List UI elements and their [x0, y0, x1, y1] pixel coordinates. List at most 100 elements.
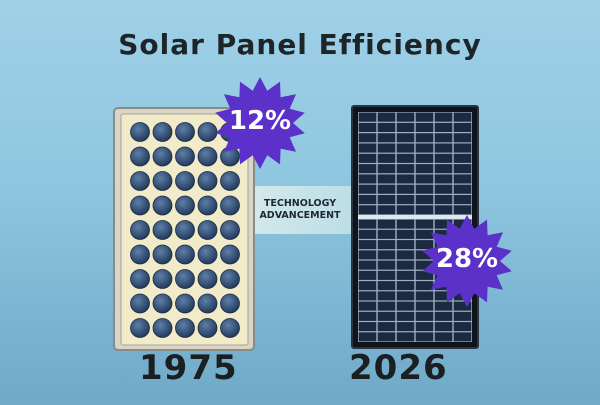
new-panel-cell	[434, 219, 453, 229]
new-panel-cell	[434, 122, 453, 132]
old-panel-cell	[197, 220, 218, 240]
new-panel-cell	[396, 133, 415, 143]
new-panel-cell	[396, 122, 415, 132]
new-panel-cell	[377, 143, 396, 153]
banner-line-1: TECHNOLOGY	[263, 198, 337, 209]
new-panel-cell	[453, 205, 472, 215]
old-panel-cell	[197, 318, 218, 338]
old-panel-cell	[130, 244, 150, 265]
new-panel-cell	[415, 291, 434, 301]
new-panel-cell	[358, 112, 377, 122]
new-panel-cell	[358, 301, 377, 311]
new-panel-cell	[434, 143, 453, 153]
new-panel-cell	[377, 133, 396, 143]
old-panel-cell	[175, 244, 195, 265]
new-panel-cell	[415, 322, 434, 332]
old-panel-cell	[130, 269, 150, 289]
new-panel-cell	[434, 311, 453, 321]
new-panel-cell	[434, 301, 453, 311]
old-panel-cell	[220, 293, 240, 314]
year-label-new: 2026	[349, 348, 448, 388]
new-panel-cell	[415, 229, 434, 239]
new-panel-cell	[396, 322, 415, 332]
new-panel-cell	[415, 122, 434, 132]
new-panel-cell	[358, 291, 377, 301]
new-panel-cell	[434, 133, 453, 143]
old-panel-cell	[220, 220, 240, 240]
new-panel-cell	[415, 133, 434, 143]
new-panel-cell	[453, 311, 472, 321]
old-panel-cell	[130, 220, 150, 240]
new-panel-cell	[377, 112, 396, 122]
old-panel-cell	[130, 122, 150, 142]
new-panel-cell	[453, 195, 472, 205]
new-panel-cell	[358, 143, 377, 153]
old-panel-cell	[220, 318, 240, 338]
old-panel-cell	[152, 122, 173, 142]
old-panel-cell	[220, 171, 240, 191]
new-panel-cell	[358, 322, 377, 332]
old-panel-cell	[130, 318, 150, 338]
old-panel-cell	[130, 195, 150, 216]
old-panel-cell	[175, 293, 195, 314]
new-solar-panel	[351, 105, 479, 349]
old-panel-cell	[152, 146, 173, 167]
new-panel-cell	[434, 205, 453, 215]
old-panel-cell	[197, 195, 218, 216]
new-panel-cell	[358, 184, 377, 194]
new-panel-cell	[358, 260, 377, 270]
new-panel-cell	[377, 260, 396, 270]
old-panel-cells	[130, 122, 240, 338]
new-panel-cell	[358, 164, 377, 174]
new-panel-cell	[377, 240, 396, 250]
new-panel-cell	[396, 174, 415, 184]
old-panel-cell	[152, 195, 173, 216]
new-panel-cell	[415, 260, 434, 270]
efficiency-burst-new	[422, 215, 512, 307]
new-panel-cell	[434, 184, 453, 194]
new-panel-cell	[396, 281, 415, 291]
technology-band	[238, 186, 362, 234]
new-panel-cell	[396, 219, 415, 229]
year-label-old: 1975	[139, 348, 238, 388]
new-panel-cell	[453, 184, 472, 194]
new-panel-cell	[453, 153, 472, 163]
new-panel-cell	[358, 229, 377, 239]
new-panel-cell	[358, 281, 377, 291]
new-panel-cell	[377, 195, 396, 205]
new-panel-cell	[434, 164, 453, 174]
new-panel-cell	[377, 174, 396, 184]
old-panel-cell	[175, 318, 195, 338]
new-panel-cell	[358, 240, 377, 250]
new-panel-cell	[415, 219, 434, 229]
new-panel-cell	[415, 195, 434, 205]
page-title: Solar Panel Efficiency	[118, 28, 482, 61]
old-panel-cell	[152, 269, 173, 289]
new-panel-cell	[377, 281, 396, 291]
new-panel-cell	[377, 322, 396, 332]
new-panel-cell	[396, 195, 415, 205]
new-panel-cell	[358, 270, 377, 280]
technology-advancement-label: TECHNOLOGY ADVANCEMENT	[250, 190, 350, 230]
new-panel-cell	[358, 332, 377, 342]
old-panel-cell	[130, 293, 150, 314]
new-panel-cell	[453, 174, 472, 184]
new-panel-cell	[396, 311, 415, 321]
new-panel-cell	[377, 184, 396, 194]
new-panel-cell	[434, 112, 453, 122]
new-panel-cell	[377, 153, 396, 163]
new-panel-cell	[377, 291, 396, 301]
new-panel-cell	[396, 240, 415, 250]
new-panel-cell	[434, 195, 453, 205]
new-panel-cell	[415, 270, 434, 280]
new-panel-cell	[396, 205, 415, 215]
new-panel-cell	[377, 219, 396, 229]
new-panel-cell	[415, 184, 434, 194]
new-panel-cell	[396, 153, 415, 163]
efficiency-value-old: 12%	[228, 106, 292, 136]
new-panel-cell	[396, 184, 415, 194]
new-panel-cell	[396, 229, 415, 239]
new-panel-cell	[415, 301, 434, 311]
old-solar-panel	[113, 107, 255, 351]
